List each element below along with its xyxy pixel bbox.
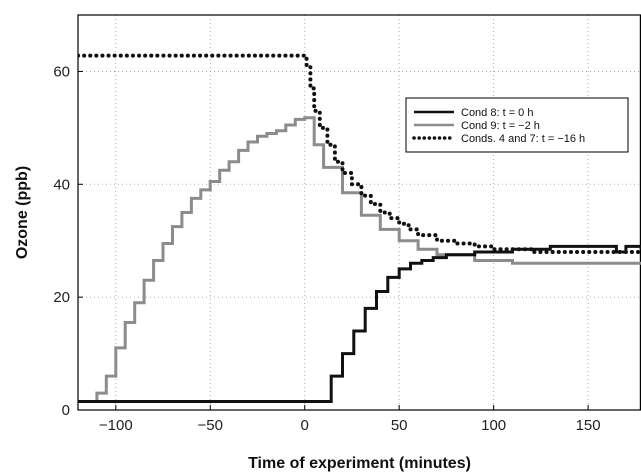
- legend: Cond 8: t = 0 h Cond 9: t = −2 h Conds. …: [405, 97, 629, 153]
- series-layer: [78, 53, 641, 403]
- x-tick-label: 100: [481, 417, 506, 434]
- y-tick-label: 20: [53, 289, 70, 306]
- y-axis-label: Ozone (ppb): [14, 166, 31, 259]
- y-tick-label: 40: [53, 176, 70, 193]
- plot-frame: [77, 14, 641, 411]
- series-line-cond8: [78, 244, 641, 403]
- y-tick-label: 60: [53, 63, 70, 80]
- x-axis-label: Time of experiment (minutes): [248, 455, 471, 472]
- x-tick-label: −100: [99, 417, 133, 434]
- legend-label-cond9: Cond 9: t = −2 h: [461, 120, 540, 132]
- x-tick-label: −50: [198, 417, 223, 434]
- legend-label-conds4-7: Conds. 4 and 7: t = −16 h: [461, 133, 585, 145]
- tick-labels: −100 −50 0 50 100 150 0 20 40 60: [53, 63, 600, 434]
- x-tick-label: 50: [391, 417, 408, 434]
- series-line-conds4-7: [78, 53, 641, 254]
- grid: [78, 15, 641, 411]
- series-line-cond9: [78, 116, 641, 403]
- x-tick-label: 0: [301, 417, 309, 434]
- x-tick-label: 150: [576, 417, 601, 434]
- legend-label-cond8: Cond 8: t = 0 h: [461, 107, 533, 119]
- y-tick-label: 0: [62, 402, 70, 419]
